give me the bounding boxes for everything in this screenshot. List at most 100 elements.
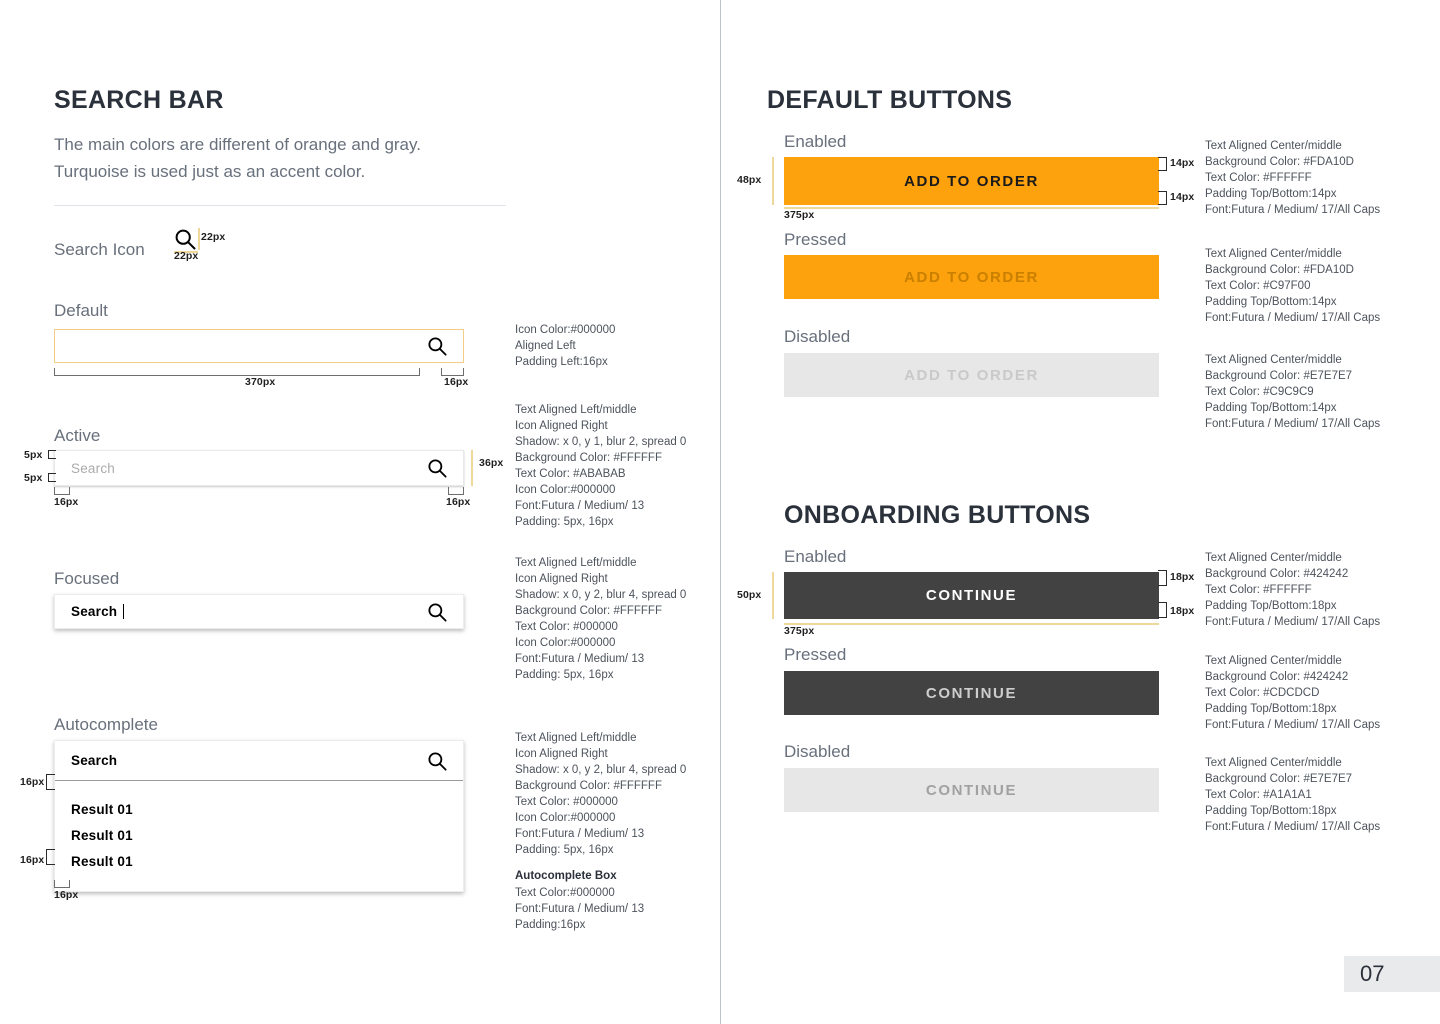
default-pad-top-label: 14px xyxy=(1170,157,1195,169)
label-state-autocomplete: Autocomplete xyxy=(54,715,158,734)
spec-autocomplete-box-title: Autocomplete Box xyxy=(515,870,617,882)
search-input-autocomplete[interactable]: Search xyxy=(71,753,118,768)
continue-button-disabled[interactable]: CONTINUE xyxy=(784,768,1159,812)
spec-onboarding-enabled: Text Aligned Center/middle Background Co… xyxy=(1205,552,1381,628)
spec-default: Icon Color:#000000 Aligned Left Padding … xyxy=(515,324,616,368)
active-pad-bottom-label: 5px xyxy=(24,472,43,484)
spec-default-pressed: Text Aligned Center/middle Background Co… xyxy=(1205,248,1381,324)
active-height-label: 36px xyxy=(479,457,504,469)
autocomplete-pad-left-label: 16px xyxy=(54,889,79,901)
continue-button-enabled[interactable]: CONTINUE xyxy=(784,572,1159,619)
default-pad-bottom-label: 14px xyxy=(1170,191,1195,203)
icon-dim-line-bottom xyxy=(174,251,198,253)
autocomplete-pad-left-bracket xyxy=(54,880,70,888)
onboarding-enabled-height-line xyxy=(772,572,774,619)
active-pad-right-label: 16px xyxy=(446,496,471,508)
search-icon[interactable] xyxy=(427,751,447,771)
continue-button-pressed[interactable]: CONTINUE xyxy=(784,671,1159,715)
label-state-active: Active xyxy=(54,426,101,445)
button-label: ADD TO ORDER xyxy=(904,268,1039,286)
search-icon-sample xyxy=(174,228,196,250)
page-title-search-bar: SEARCH BAR xyxy=(54,86,224,114)
button-label: CONTINUE xyxy=(925,781,1018,799)
autocomplete-pad-top-bracket xyxy=(46,774,55,790)
spec-onboarding-disabled: Text Aligned Center/middle Background Co… xyxy=(1205,757,1381,833)
autocomplete-pad-bottom-label: 16px xyxy=(20,854,45,866)
default-width-label: 370px xyxy=(245,376,276,388)
spec-default-disabled: Text Aligned Center/middle Background Co… xyxy=(1205,354,1381,430)
icon-dim-right-label: 22px xyxy=(201,231,226,243)
label-default-enabled: Enabled xyxy=(784,132,847,151)
default-pad-bottom-bracket xyxy=(1158,191,1167,205)
search-input-active[interactable]: Search xyxy=(71,460,115,476)
default-pad-top-bracket xyxy=(1158,157,1167,171)
active-pad-bottom-bracket xyxy=(48,473,56,482)
autocomplete-results-list: Result 01 Result 01 Result 01 xyxy=(55,781,463,891)
search-icon[interactable] xyxy=(427,336,447,356)
active-pad-left-label: 16px xyxy=(54,496,79,508)
active-pad-top-label: 5px xyxy=(24,449,43,461)
active-pad-top-bracket xyxy=(48,450,56,459)
search-icon[interactable] xyxy=(427,458,447,478)
search-field-focused[interactable]: Search xyxy=(54,594,464,629)
autocomplete-search-row[interactable]: Search xyxy=(55,741,463,781)
add-to-order-button-disabled[interactable]: ADD TO ORDER xyxy=(784,353,1159,397)
label-onboarding-disabled: Disabled xyxy=(784,742,851,761)
onboarding-pad-top-label: 18px xyxy=(1170,571,1195,583)
default-enabled-width-line xyxy=(784,207,1159,209)
button-label: CONTINUE xyxy=(925,587,1018,604)
label-onboarding-enabled: Enabled xyxy=(784,547,847,566)
search-icon-row-label: Search Icon xyxy=(54,240,145,259)
text-caret xyxy=(123,604,125,619)
add-to-order-button-enabled[interactable]: ADD TO ORDER xyxy=(784,157,1159,205)
page-title-onboarding-buttons: ONBOARDING BUTTONS xyxy=(784,501,1091,529)
icon-dim-line-right xyxy=(198,228,200,250)
autocomplete-pad-top-label: 16px xyxy=(20,776,45,788)
onboarding-pad-bottom-label: 18px xyxy=(1170,605,1195,617)
onboarding-pad-bottom-bracket xyxy=(1158,602,1167,618)
spec-autocomplete: Text Aligned Left/middle Icon Aligned Ri… xyxy=(515,732,687,856)
search-input-focused-value: Search xyxy=(71,604,118,619)
list-item[interactable]: Result 01 xyxy=(71,828,133,843)
subtitle-line-2: Turquoise is used just as an accent colo… xyxy=(54,162,366,181)
add-to-order-button-pressed[interactable]: ADD TO ORDER xyxy=(784,255,1159,299)
active-pad-left-bracket xyxy=(54,487,70,495)
list-item[interactable]: Result 01 xyxy=(71,854,133,869)
search-field-default[interactable] xyxy=(54,329,464,363)
autocomplete-panel[interactable]: Search Result 01 Result 01 Result 01 xyxy=(54,740,464,892)
page-number-badge: 07 xyxy=(1344,956,1440,992)
icon-dim-bottom-label: 22px xyxy=(174,250,199,262)
spec-active: Text Aligned Left/middle Icon Aligned Ri… xyxy=(515,404,687,528)
column-divider xyxy=(720,0,721,1024)
onboarding-enabled-width-line xyxy=(784,623,1159,625)
default-padding-bracket xyxy=(441,368,464,376)
autocomplete-pad-bottom-bracket xyxy=(46,849,55,865)
page-title-default-buttons: DEFAULT BUTTONS xyxy=(767,86,1013,114)
list-item[interactable]: Result 01 xyxy=(71,802,133,817)
active-pad-right-bracket xyxy=(448,487,464,495)
default-width-bracket xyxy=(54,368,420,376)
onboarding-enabled-width-label: 375px xyxy=(784,625,815,637)
search-input-focused[interactable]: Search xyxy=(71,604,427,619)
default-enabled-height-label: 48px xyxy=(737,174,762,186)
button-label: ADD TO ORDER xyxy=(904,172,1039,190)
search-icon[interactable] xyxy=(427,602,447,622)
spec-focused: Text Aligned Left/middle Icon Aligned Ri… xyxy=(515,557,687,681)
page-number: 07 xyxy=(1360,961,1385,986)
default-enabled-width-label: 375px xyxy=(784,209,815,221)
default-enabled-height-line xyxy=(772,157,774,205)
default-padding-label: 16px xyxy=(444,376,469,388)
subtitle-line-1: The main colors are different of orange … xyxy=(54,135,421,154)
button-label: ADD TO ORDER xyxy=(904,366,1039,384)
search-field-active[interactable]: Search xyxy=(54,450,464,486)
spec-default-enabled: Text Aligned Center/middle Background Co… xyxy=(1205,140,1381,216)
onboarding-pad-top-bracket xyxy=(1158,570,1167,586)
onboarding-enabled-height-label: 50px xyxy=(737,589,762,601)
label-state-focused: Focused xyxy=(54,569,120,588)
label-onboarding-pressed: Pressed xyxy=(784,645,847,664)
header-divider xyxy=(54,205,506,206)
spec-autocomplete-box: Text Color:#000000 Font:Futura / Medium/… xyxy=(515,887,645,931)
label-state-default: Default xyxy=(54,301,108,320)
label-default-disabled: Disabled xyxy=(784,327,851,346)
